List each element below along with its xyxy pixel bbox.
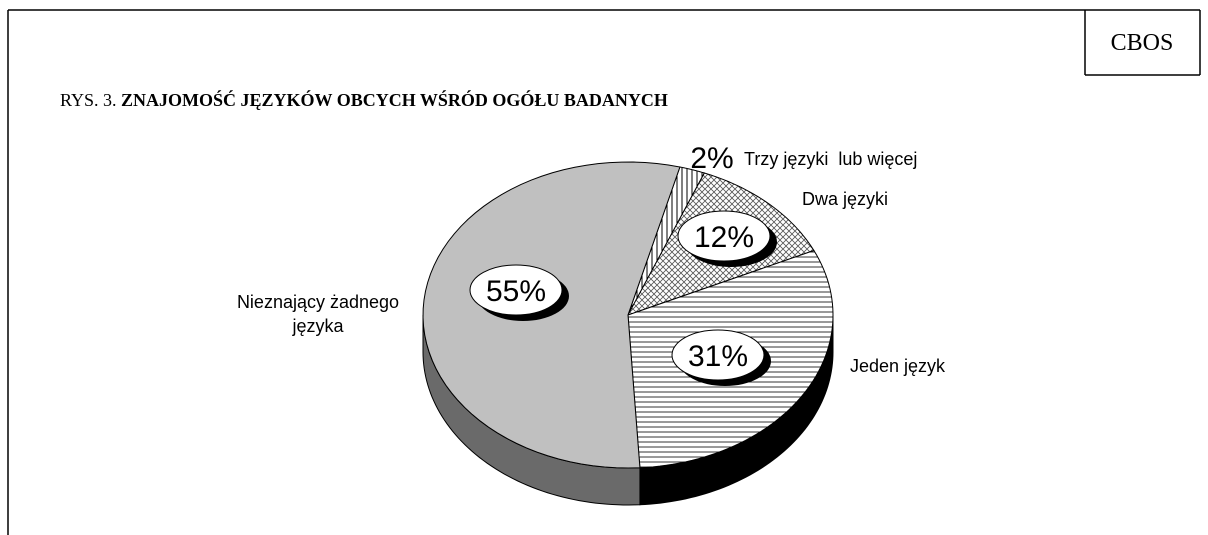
category-label: Trzy języki lub więcej	[744, 149, 917, 169]
slice	[627, 166, 706, 316]
chart-title: RYS. 3. ZNAJOMOŚĆ JĘZYKÓW OBCYCH WŚRÓD O…	[60, 89, 668, 110]
value-label: 2%	[690, 142, 733, 175]
value-label: 31%	[688, 340, 748, 373]
title-text: ZNAJOMOŚĆ JĘZYKÓW OBCYCH WŚRÓD OGÓŁU BAD…	[121, 89, 668, 110]
category-label: Nieznający żadnego języka	[236, 292, 400, 336]
category-label: Dwa języki	[802, 189, 888, 209]
frame	[7, 9, 1201, 535]
value-label: 55%	[486, 275, 546, 308]
category-label: Jeden język	[850, 356, 946, 376]
label-oval	[469, 264, 563, 316]
figure-label: RYS. 3.	[60, 90, 117, 110]
value-label: 12%	[694, 221, 754, 254]
label-oval	[677, 210, 771, 262]
pie: 2% 12% 31% 55% Trzy języki lub więcej Dwa jęz…	[422, 142, 946, 506]
source-label: CBOS	[1111, 30, 1174, 56]
label-oval	[671, 329, 765, 381]
